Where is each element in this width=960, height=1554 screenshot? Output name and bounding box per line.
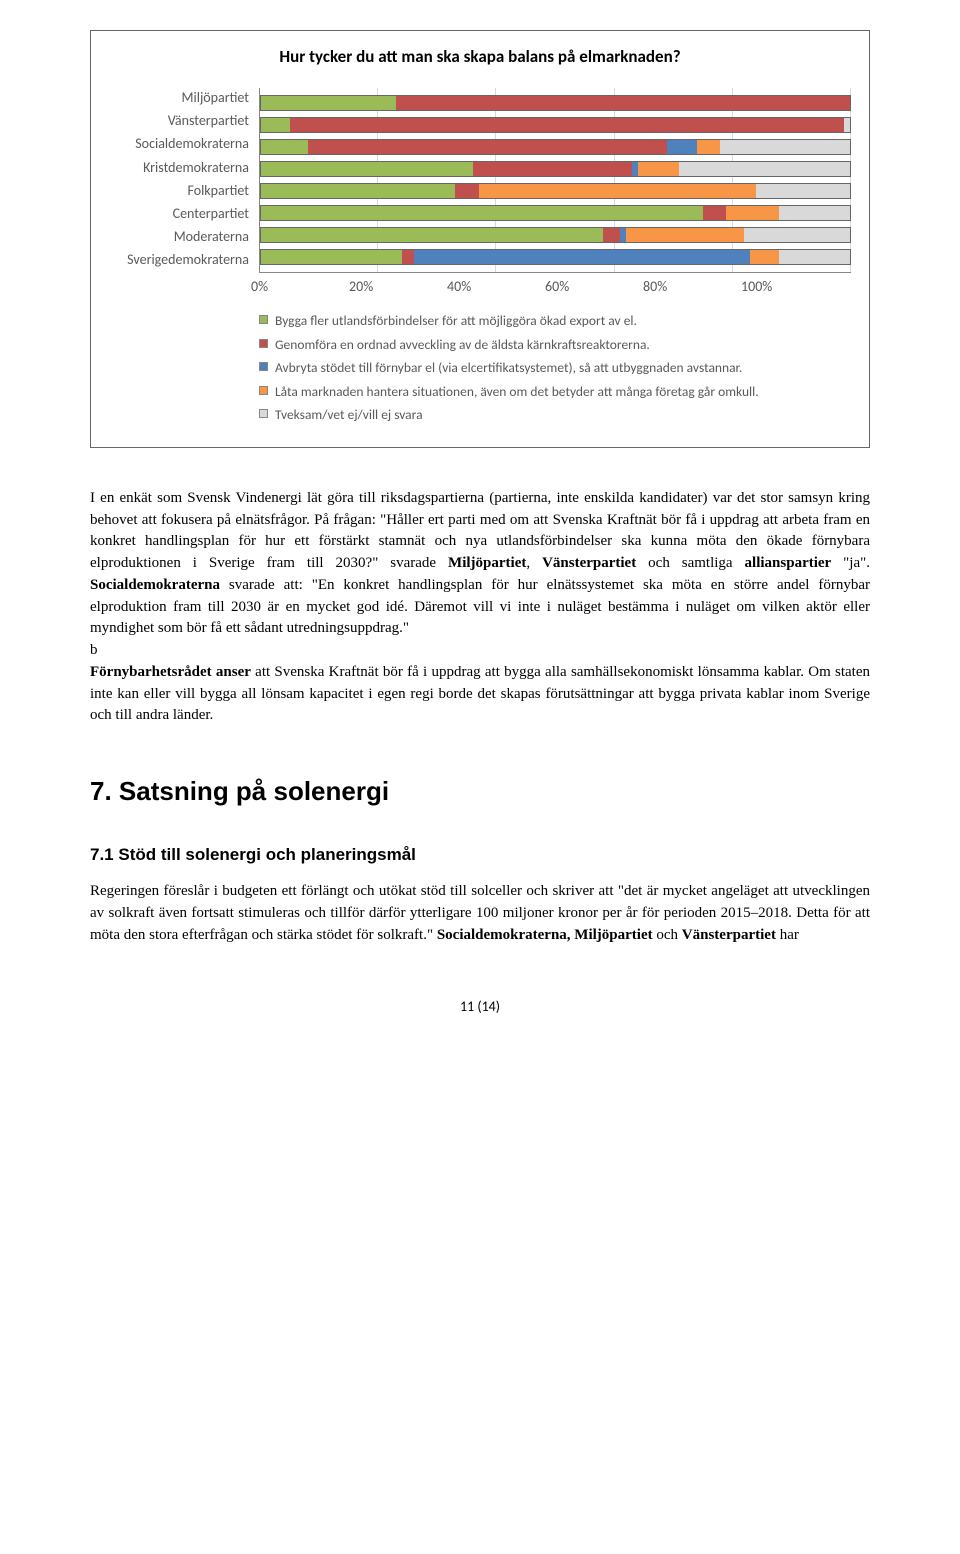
chart-title: Hur tycker du att man ska skapa balans p… [109, 45, 851, 70]
chart-bar-segment [779, 250, 850, 264]
chart-bar-row [260, 227, 851, 243]
chart-bar-row [260, 117, 851, 133]
bold-vansterpartiet: Vänsterpartiet [682, 927, 776, 943]
text: och [653, 927, 682, 943]
section-7-1-heading: 7.1 Stöd till solenergi och planeringsmå… [90, 843, 870, 868]
chart-bar-row [260, 183, 851, 199]
bold-parties: Socialdemokraterna, Miljöpartiet [437, 927, 653, 943]
chart-bar-segment [261, 140, 308, 154]
bold-vansterpartiet: Vänsterpartiet [542, 555, 636, 571]
chart-bar-segment [756, 184, 850, 198]
chart-bar-segment [626, 228, 744, 242]
bold-fornybarhetsradet: Förnybarhetsrådet anser [90, 664, 251, 680]
legend-label: Bygga fler utlandsförbindelser för att m… [275, 311, 637, 331]
chart-bar-segment [308, 140, 667, 154]
chart-bar-segment [667, 140, 696, 154]
legend-swatch [259, 339, 268, 348]
chart-legend: Bygga fler utlandsförbindelser för att m… [259, 311, 851, 425]
chart-bar-segment [473, 162, 632, 176]
chart-bar-segment [844, 118, 850, 132]
chart-bar-segment [479, 184, 756, 198]
chart-bar-segment [703, 206, 727, 220]
legend-swatch [259, 315, 268, 324]
chart-category-label: Sverigedemokraterna [109, 252, 249, 270]
legend-swatch [259, 386, 268, 395]
chart-x-tick: 0% [251, 277, 361, 297]
page-number: 11 (14) [90, 997, 870, 1017]
chart-bar-segment [261, 118, 290, 132]
bold-socialdemokraterna: Socialdemokraterna [90, 577, 220, 593]
text: "ja". [831, 555, 870, 571]
chart-bar-segment [726, 206, 779, 220]
text: , [526, 555, 542, 571]
chart-bar-segment [261, 96, 396, 110]
chart-x-tick: 60% [545, 277, 655, 297]
legend-item: Låta marknaden hantera situationen, även… [259, 382, 851, 402]
legend-item: Tveksam/vet ej/vill ej svara [259, 405, 851, 425]
chart-bar-segment [261, 206, 703, 220]
chart-bar-segment [261, 228, 603, 242]
chart-bar-segment [744, 228, 850, 242]
text: och samtliga [636, 555, 744, 571]
chart-y-axis-labels: Miljöpartiet Vänsterpartiet Socialdemokrat… [109, 88, 259, 273]
chart-category-label: Centerpartiet [109, 206, 249, 224]
chart-category-label: Kristdemokraterna [109, 160, 249, 178]
chart-category-label: Moderaterna [109, 229, 249, 247]
paragraph-7-1: Regeringen föreslår i budgeten ett förlä… [90, 881, 870, 946]
section-7-body: Regeringen föreslår i budgeten ett förlä… [90, 881, 870, 946]
chart-bar-row [260, 139, 851, 155]
chart-bar-segment [697, 140, 721, 154]
chart-bar-row [260, 205, 851, 221]
legend-swatch [259, 362, 268, 371]
paragraph-1: I en enkät som Svensk Vindenergi lät gör… [90, 488, 870, 640]
chart-bar-segment [261, 162, 473, 176]
paragraph-1b: b [90, 640, 870, 662]
chart-x-tick: 40% [447, 277, 557, 297]
chart-bar-segment [261, 184, 455, 198]
chart-bar-row [260, 249, 851, 265]
chart-bar-segment [414, 250, 750, 264]
chart-bar-segment [290, 118, 844, 132]
legend-item: Avbryta stödet till förnybar el (via elc… [259, 358, 851, 378]
chart-area: Miljöpartiet Vänsterpartiet Socialdemokrat… [109, 88, 851, 273]
body-text: I en enkät som Svensk Vindenergi lät gör… [90, 488, 870, 727]
chart-bar-segment [779, 206, 850, 220]
legend-label: Genomföra en ordnad avveckling av de äld… [275, 335, 650, 355]
chart-category-label: Folkpartiet [109, 183, 249, 201]
chart-bar-segment [603, 228, 621, 242]
chart-container: Hur tycker du att man ska skapa balans p… [90, 30, 870, 448]
text: har [776, 927, 799, 943]
chart-x-tick: 80% [643, 277, 753, 297]
legend-label: Avbryta stödet till förnybar el (via elc… [275, 358, 742, 378]
chart-bar-segment [402, 250, 414, 264]
chart-x-tick: 20% [349, 277, 459, 297]
bold-miljopartiet: Miljöpartiet [448, 555, 526, 571]
paragraph-2: Förnybarhetsrådet anser att Svenska Kraf… [90, 662, 870, 727]
chart-plot [259, 88, 851, 273]
chart-bar-row [260, 161, 851, 177]
chart-bar-segment [750, 250, 779, 264]
chart-category-label: Vänsterpartiet [109, 113, 249, 131]
bold-allianspartier: allianspartier [745, 555, 832, 571]
chart-bar-segment [396, 96, 850, 110]
chart-category-label: Socialdemokraterna [109, 136, 249, 154]
legend-item: Bygga fler utlandsförbindelser för att m… [259, 311, 851, 331]
chart-bars [260, 88, 851, 272]
chart-x-tick: 100% [741, 277, 851, 297]
chart-bar-segment [720, 140, 850, 154]
section-7-heading: 7. Satsning på solenergi [90, 773, 870, 811]
legend-item: Genomföra en ordnad avveckling av de äld… [259, 335, 851, 355]
chart-bar-segment [455, 184, 479, 198]
chart-bar-segment [638, 162, 679, 176]
chart-bar-segment [261, 250, 402, 264]
chart-bar-row [260, 95, 851, 111]
legend-swatch [259, 409, 268, 418]
chart-bar-segment [679, 162, 850, 176]
chart-category-label: Miljöpartiet [109, 90, 249, 108]
chart-x-axis: 0%20%40%60%80%100% [259, 277, 851, 297]
legend-label: Tveksam/vet ej/vill ej svara [275, 405, 423, 425]
legend-label: Låta marknaden hantera situationen, även… [275, 382, 759, 402]
